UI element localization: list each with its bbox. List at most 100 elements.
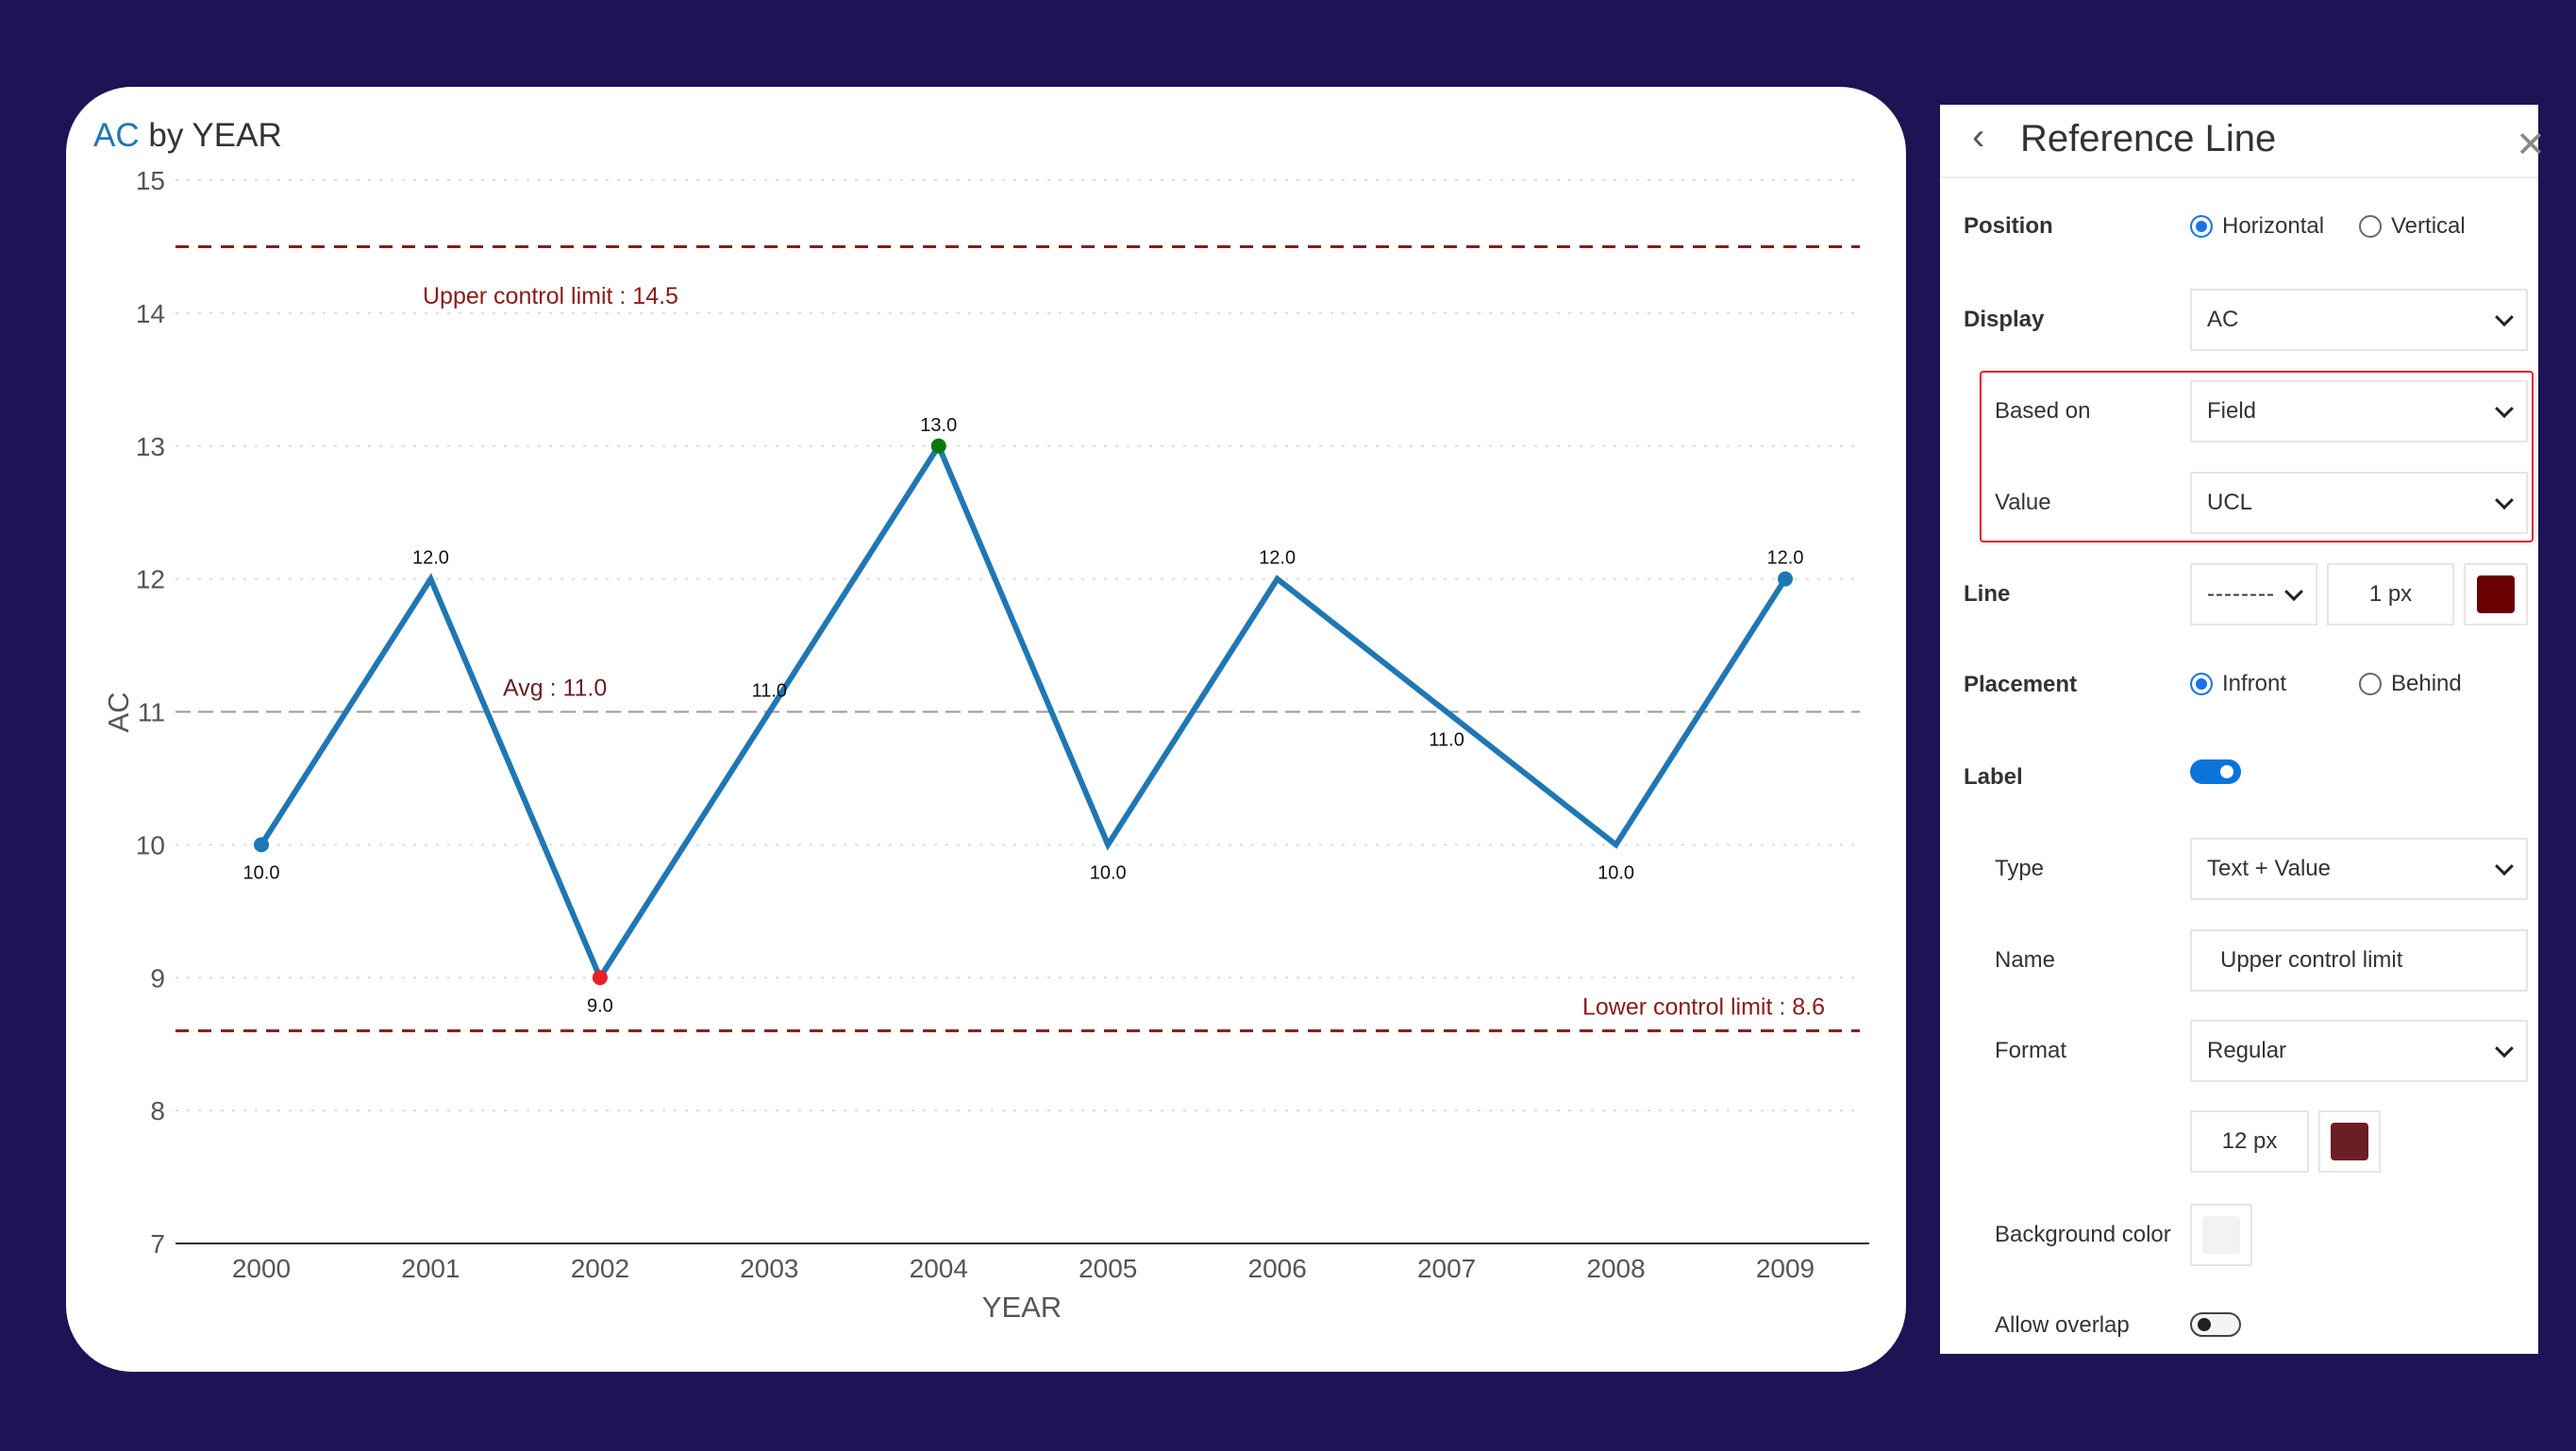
radio-behind[interactable]: Behind	[2359, 671, 2462, 697]
panel-header: ‹ Reference Line ✕	[1940, 105, 2546, 178]
y-tick-label: 13	[136, 432, 165, 461]
color-swatch	[2202, 1216, 2240, 1254]
label-color-picker[interactable]	[2318, 1110, 2381, 1173]
x-tick-label: 2004	[910, 1254, 968, 1283]
dropdown-value: Field	[2207, 398, 2257, 424]
y-tick-label: 12	[136, 565, 165, 594]
radio-unselected-icon	[2359, 215, 2382, 238]
x-tick-label: 2006	[1248, 1254, 1307, 1283]
input-value: 12 px	[2221, 1128, 2278, 1154]
name-label: Name	[1995, 947, 2056, 973]
y-tick-label: 7	[150, 1229, 165, 1259]
data-label: 11.0	[752, 681, 787, 702]
chevron-down-icon	[2495, 399, 2514, 419]
color-swatch	[2331, 1123, 2368, 1160]
background-color-picker[interactable]	[2190, 1204, 2252, 1266]
series-line	[259, 440, 1788, 984]
label-toggle[interactable]	[2190, 759, 2241, 784]
dropdown-value: UCL	[2207, 490, 2253, 515]
data-label: 12.0	[1767, 548, 1804, 569]
radio-label: Infront	[2222, 671, 2287, 696]
radio-label: Horizontal	[2222, 213, 2325, 239]
reference-line-label: Upper control limit : 14.5	[423, 283, 678, 309]
chevron-down-icon	[2495, 491, 2514, 510]
radio-label: Vertical	[2391, 213, 2466, 239]
reference-line-panel: ‹ Reference Line ✕ Position Horizontal V…	[1940, 105, 2546, 1354]
data-label: 13.0	[920, 415, 957, 436]
x-tick-label: 2003	[740, 1254, 798, 1283]
data-label: 10.0	[243, 862, 280, 883]
based-on-dropdown[interactable]: Field	[2190, 380, 2528, 442]
radio-selected-icon	[2190, 673, 2213, 695]
data-point	[254, 837, 269, 853]
data-label: 11.0	[1429, 730, 1464, 751]
placement-label: Placement	[1964, 672, 2078, 697]
x-tick-label: 2005	[1079, 1254, 1137, 1283]
value-dropdown[interactable]: UCL	[2190, 472, 2528, 534]
format-dropdown[interactable]: Regular	[2190, 1020, 2528, 1082]
chevron-down-icon	[2495, 857, 2514, 876]
reference-line-label: Avg : 11.0	[503, 675, 607, 702]
data-point	[930, 438, 946, 454]
radio-horizontal[interactable]: Horizontal	[2190, 213, 2324, 240]
back-chevron-icon[interactable]: ‹	[1972, 116, 1985, 158]
title-measure: AC	[93, 117, 140, 154]
close-icon[interactable]: ✕	[2516, 125, 2546, 165]
x-tick-label: 2000	[232, 1254, 291, 1283]
dropdown-value: Regular	[2207, 1038, 2287, 1063]
line-label: Line	[1964, 581, 2011, 607]
position-label: Position	[1964, 213, 2053, 239]
data-label: 10.0	[1090, 862, 1127, 883]
type-label: Type	[1995, 856, 2045, 881]
based-on-label: Based on	[1995, 398, 2091, 424]
radio-vertical[interactable]: Vertical	[2359, 213, 2466, 240]
reference-line-label: Lower control limit : 8.6	[1582, 994, 1825, 1021]
label-label: Label	[1964, 764, 2023, 790]
allow-overlap-label: Allow overlap	[1995, 1312, 2130, 1338]
input-value: Upper control limit	[2220, 947, 2403, 973]
data-label: 9.0	[587, 995, 613, 1016]
data-point	[592, 970, 608, 986]
color-swatch	[2477, 575, 2515, 613]
type-dropdown[interactable]: Text + Value	[2190, 838, 2528, 900]
chart-card	[66, 87, 1906, 1372]
allow-overlap-toggle[interactable]	[2190, 1312, 2241, 1337]
data-point	[1778, 571, 1793, 587]
y-tick-label: 8	[150, 1096, 165, 1126]
title-rest: by YEAR	[139, 117, 282, 154]
chart-title: AC by YEAR	[93, 117, 282, 155]
x-tick-label: 2002	[571, 1254, 629, 1283]
y-tick-label: 10	[136, 830, 165, 859]
dropdown-value: Text + Value	[2207, 856, 2331, 881]
data-label: 10.0	[1597, 862, 1634, 883]
line-chart: 7 8 9 10 11 12 13 14 15 2000 2001 2002 2003 2004 2005 2…	[102, 166, 1869, 1324]
chevron-down-icon	[2495, 308, 2514, 327]
line-style-dropdown[interactable]: --------	[2190, 563, 2317, 625]
x-tick-label: 2001	[401, 1254, 460, 1283]
x-tick-label: 2009	[1756, 1254, 1815, 1283]
panel-title: Reference Line	[2020, 118, 2277, 159]
chevron-down-icon	[2284, 582, 2303, 602]
highlight-box	[1980, 371, 2534, 542]
x-axis-title: YEAR	[982, 1291, 1062, 1324]
line-width-input[interactable]: 1 px	[2327, 563, 2454, 625]
y-tick-label: 14	[136, 299, 165, 328]
line-color-picker[interactable]	[2464, 563, 2528, 625]
dropdown-value: AC	[2207, 307, 2239, 332]
data-label: 12.0	[412, 548, 449, 569]
radio-infront[interactable]: Infront	[2190, 671, 2286, 697]
chevron-down-icon	[2495, 1039, 2514, 1059]
radio-selected-icon	[2190, 215, 2213, 238]
x-tick-label: 2008	[1586, 1254, 1645, 1283]
y-tick-label: 11	[138, 698, 165, 727]
input-value: 1 px	[2368, 581, 2413, 607]
font-size-input[interactable]: 12 px	[2190, 1110, 2309, 1173]
display-dropdown[interactable]: AC	[2190, 289, 2528, 351]
background-color-label: Background color	[1995, 1222, 2171, 1247]
y-tick-label: 9	[150, 963, 165, 992]
display-label: Display	[1964, 307, 2045, 332]
data-label: 12.0	[1259, 548, 1296, 569]
y-axis-title: AC	[102, 692, 135, 732]
name-input[interactable]: Upper control limit	[2190, 929, 2528, 992]
radio-label: Behind	[2391, 671, 2462, 696]
